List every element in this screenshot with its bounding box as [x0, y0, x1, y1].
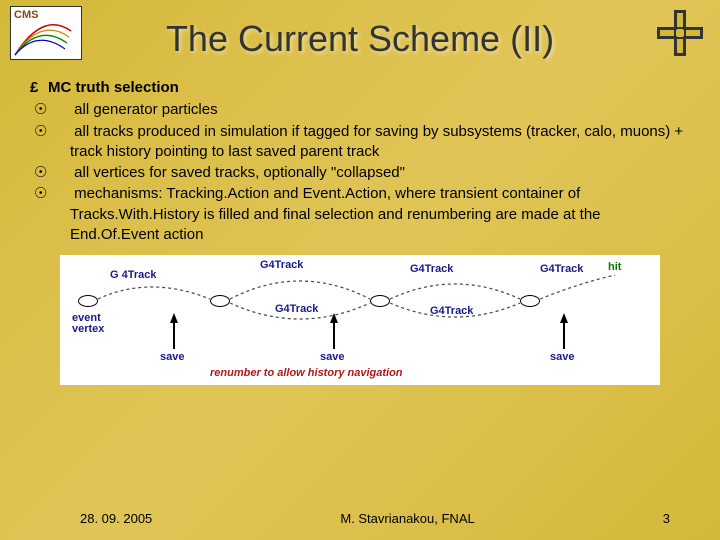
bullet-item: ☉ all generator particles [30, 100, 690, 120]
page-title: The Current Scheme (II) [0, 0, 720, 60]
diagram-save-label: save [550, 351, 574, 363]
fnal-logo [650, 6, 710, 60]
diagram-track-label: G4Track [410, 263, 453, 275]
arrow-up-icon [560, 313, 568, 323]
cross-icon [656, 9, 704, 57]
sun-bullet-icon: ☉ [52, 184, 70, 204]
diagram-hit-label: hit [608, 261, 621, 273]
bullet-item: ☉ all vertices for saved tracks, optiona… [30, 163, 690, 183]
footer: 28. 09. 2005 M. Stavrianakou, FNAL 3 [0, 511, 720, 526]
diagram-event-vertex: event vertex [72, 313, 104, 335]
footer-page-number: 3 [663, 511, 670, 526]
diagram-track-label: G4Track [540, 263, 583, 275]
bullet-text: all vertices for saved tracks, optionall… [74, 164, 405, 181]
sun-bullet-icon: ☉ [52, 100, 70, 120]
bullet-text: all tracks produced in simulation if tag… [70, 123, 683, 160]
cms-logo-arc [13, 21, 73, 57]
diagram-track-label: G4Track [430, 305, 473, 317]
sun-bullet-icon: ☉ [52, 163, 70, 183]
arrow-up-icon [170, 313, 178, 323]
footer-date: 28. 09. 2005 [80, 511, 152, 526]
pound-bullet: £ [30, 78, 48, 98]
heading-text: MC truth selection [48, 79, 179, 96]
cms-logo: CMS [10, 6, 82, 60]
bullet-item: ☉ all tracks produced in simulation if t… [30, 122, 690, 163]
bullet-item: ☉ mechanisms: Tracking.Action and Event.… [30, 184, 690, 245]
diagram-renumber-label: renumber to allow history navigation [210, 367, 403, 379]
diagram-track-label: G 4Track [110, 269, 156, 281]
content-area: £MC truth selection ☉ all generator part… [0, 60, 720, 245]
diagram-save-label: save [320, 351, 344, 363]
footer-author: M. Stavrianakou, FNAL [340, 511, 474, 526]
diagram-track-label: G4Track [275, 303, 318, 315]
sun-bullet-icon: ☉ [52, 122, 70, 142]
diagram-track-label: G4Track [260, 259, 303, 271]
arrow-up-icon [330, 313, 338, 323]
bullet-text: mechanisms: Tracking.Action and Event.Ac… [70, 185, 601, 243]
diagram-save-label: save [160, 351, 184, 363]
bullet-text: all generator particles [74, 101, 217, 118]
heading-line: £MC truth selection [30, 78, 690, 98]
track-diagram: G 4Track G4Track G4Track G4Track G4Track… [60, 255, 660, 385]
